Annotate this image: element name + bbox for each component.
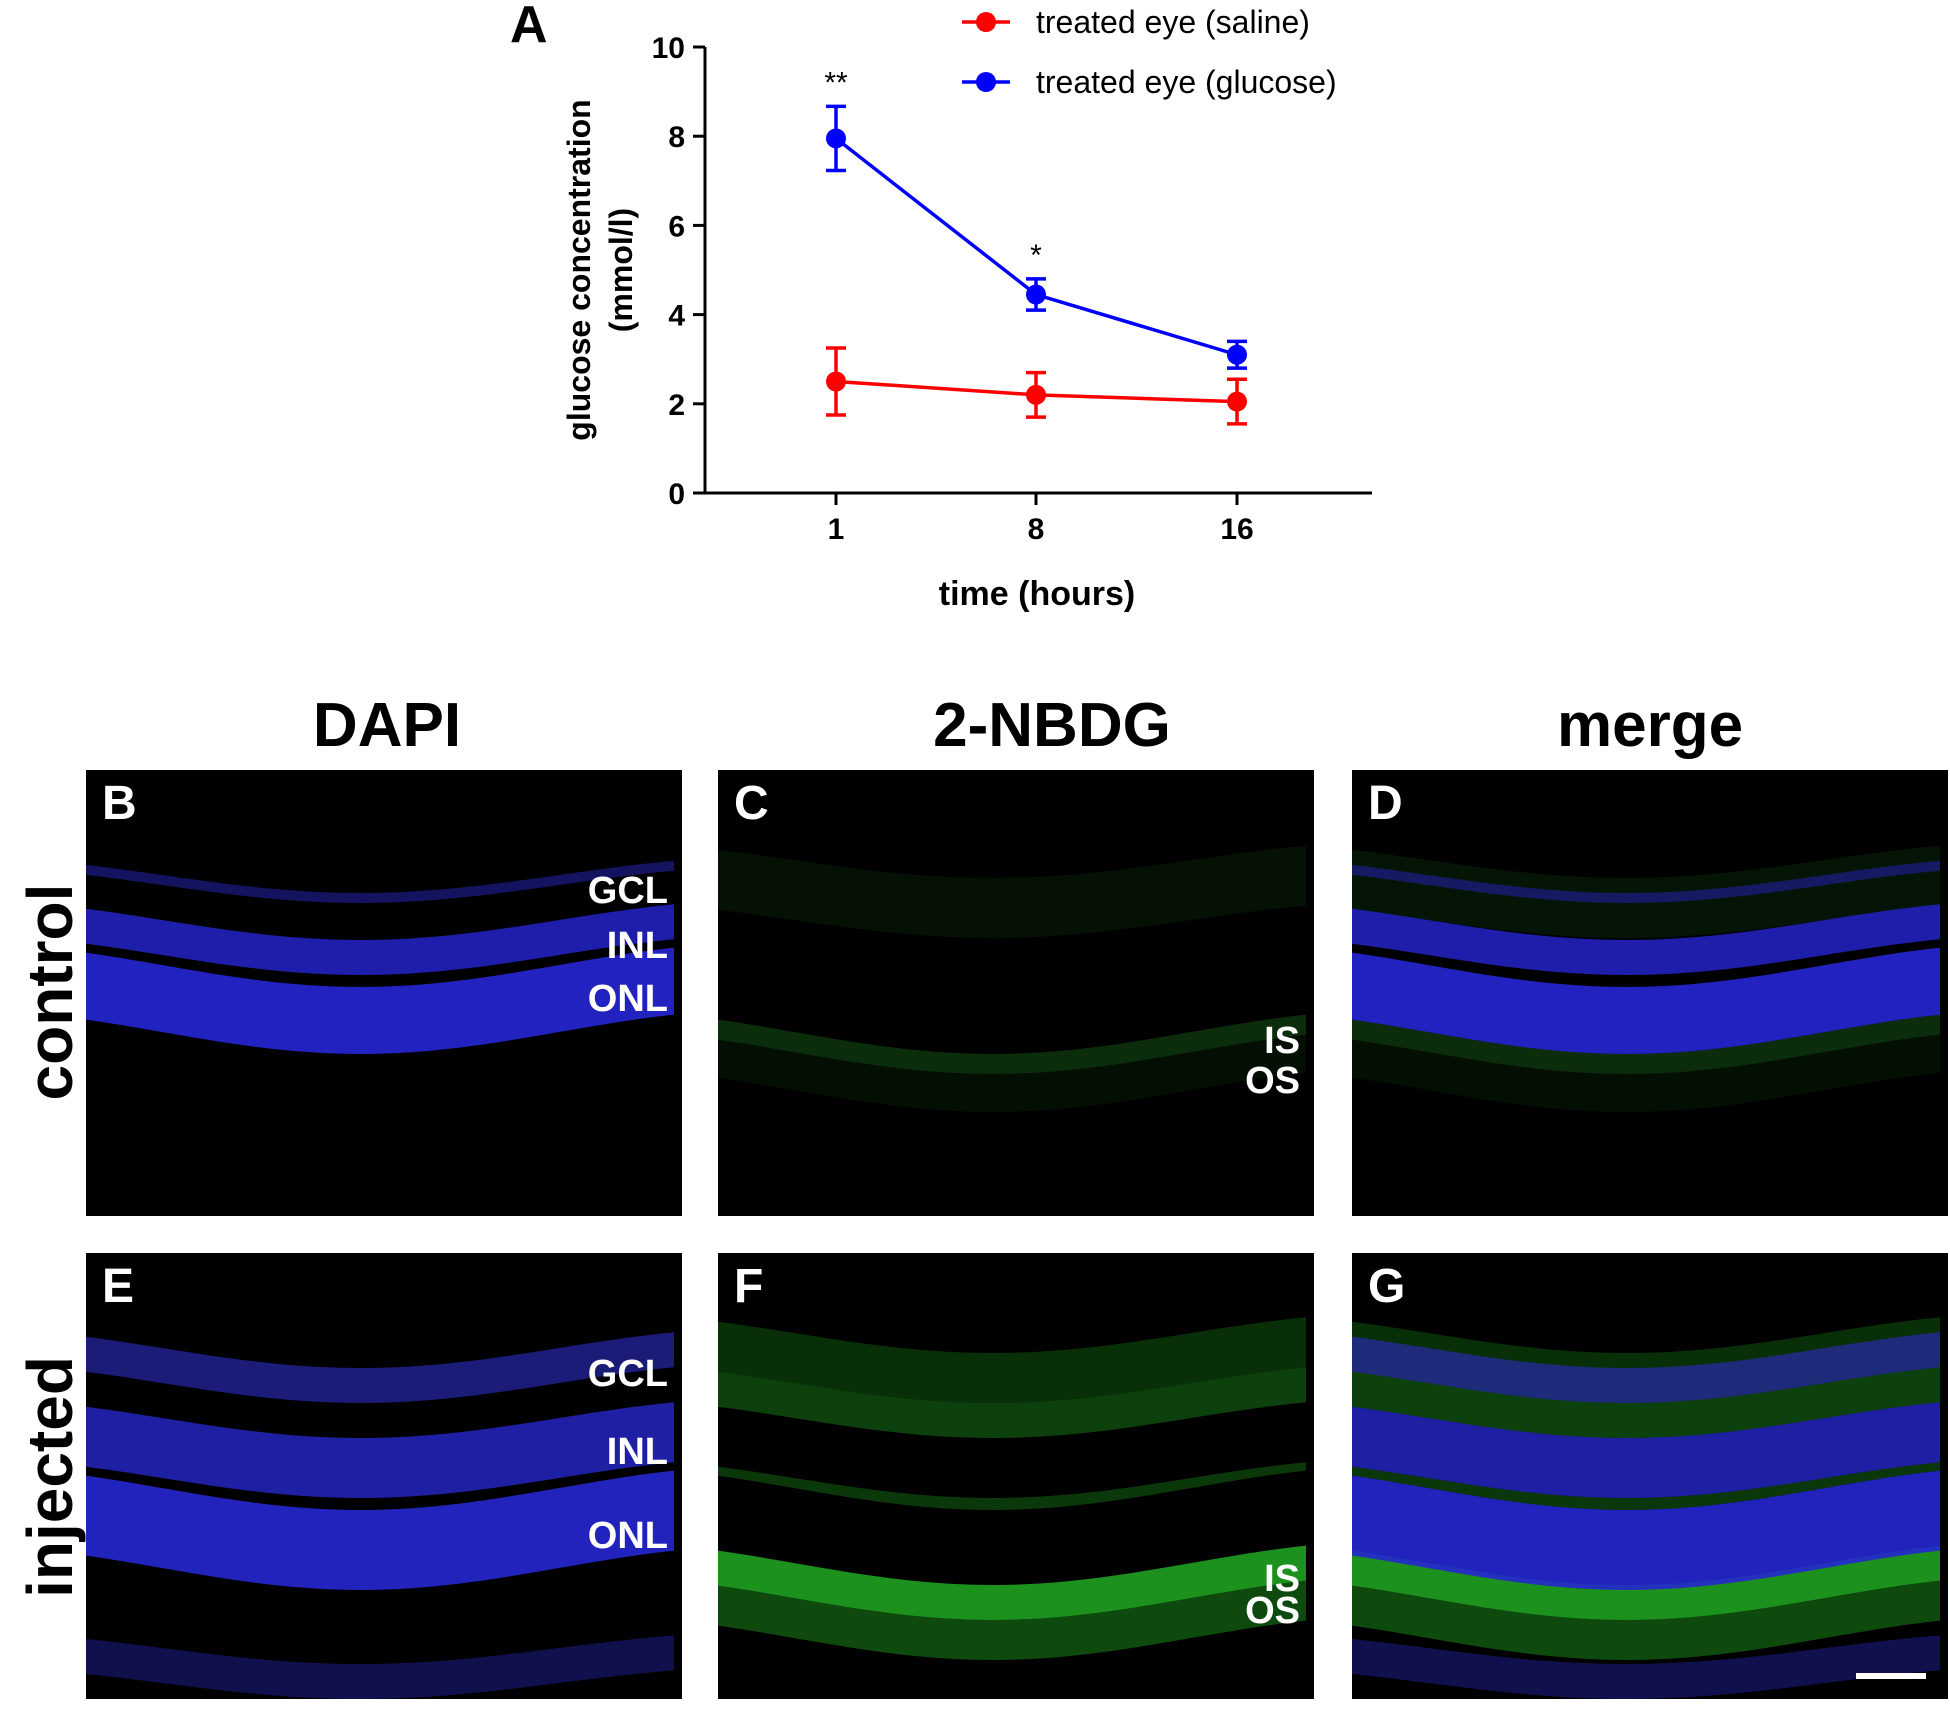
outer-segment-band (1352, 1034, 1940, 1112)
opl-band (718, 1462, 1306, 1510)
layer-label-inl: INL (606, 1431, 668, 1473)
legend-label: treated eye (glucose) (1036, 64, 1337, 100)
choroid-band (86, 1635, 674, 1699)
layer-label-os: OS (1245, 1060, 1300, 1102)
layer-label-is: IS (1264, 1020, 1300, 1062)
row-header-injected: injected (14, 1356, 86, 1598)
column-header-dapi: DAPI (312, 691, 462, 760)
tissue-image (86, 860, 674, 1054)
micrograph-panel-g: G (1352, 1253, 1948, 1699)
layer-label-onl: ONL (587, 978, 668, 1020)
micrograph-panel-f: F IS OS (718, 1253, 1314, 1699)
gcl-band (86, 1332, 674, 1403)
layer-label-onl: ONL (587, 1515, 668, 1557)
chart-ylabel-line2: (mmol/l) (603, 208, 639, 332)
scale-bar (1856, 1673, 1926, 1679)
column-header-merge: merge (1556, 691, 1744, 760)
ipl-band (718, 1367, 1306, 1438)
inner-segment-band (718, 1014, 1306, 1074)
ipl-band (718, 845, 1306, 938)
panel-label: D (1368, 777, 1403, 830)
y-tick-label: 10 (652, 32, 685, 65)
gcl-band (1352, 1332, 1940, 1403)
data-point (1227, 391, 1247, 412)
inner-segment-band (1352, 1014, 1940, 1074)
legend-label: treated eye (saline) (1036, 4, 1310, 40)
micrograph-panel-b: B GCL INL ONL (86, 770, 682, 1216)
panel-label: C (734, 777, 769, 830)
data-point (826, 128, 846, 149)
micrograph-panel-c: C IS OS (718, 770, 1314, 1216)
tissue-image (1352, 845, 1940, 1112)
data-point (1227, 344, 1247, 365)
ipl-band (1352, 1367, 1940, 1438)
outer-segment-band (718, 1034, 1306, 1112)
inl-band (86, 904, 674, 975)
y-tick-label: 2 (668, 389, 685, 422)
y-tick-label: 8 (668, 121, 685, 154)
chart-panel-label: A (510, 0, 548, 54)
layer-label-inl: INL (606, 925, 668, 967)
panel-label: F (734, 1260, 764, 1313)
data-point (1026, 384, 1046, 405)
chart-xlabel: time (hours) (939, 575, 1135, 613)
outer-segment-band (1352, 1580, 1940, 1660)
x-tick-label: 8 (1028, 513, 1045, 546)
y-tick-label: 0 (668, 478, 685, 511)
tissue-image (718, 845, 1306, 1112)
panel-label: G (1368, 1260, 1406, 1313)
onl-band (86, 1470, 674, 1590)
ipl-band (1352, 845, 1940, 938)
tissue-image (1352, 1317, 1940, 1699)
tissue-image (718, 1317, 1306, 1660)
onl-band (1352, 1470, 1940, 1590)
nfl-band (718, 1317, 1306, 1403)
significance-marker: * (1030, 239, 1042, 272)
data-point (826, 371, 846, 392)
inner-segment-band (718, 1545, 1306, 1620)
inl-band (1352, 1402, 1940, 1498)
gcl-band (86, 860, 674, 903)
gcl-band (1352, 860, 1940, 903)
choroid-band (1352, 1635, 1940, 1699)
tissue-image (86, 1332, 674, 1699)
onl-band (86, 947, 674, 1054)
opl-band (1352, 1462, 1940, 1510)
inner-segment-band (1352, 1545, 1940, 1620)
legend-marker (976, 12, 996, 32)
x-tick-label: 16 (1220, 513, 1253, 546)
y-tick-label: 6 (668, 210, 685, 243)
onl-band (1352, 947, 1940, 1054)
micrograph-panel-d: D (1352, 770, 1948, 1216)
layer-label-gcl: GCL (587, 1353, 668, 1395)
outer-segment-band (718, 1580, 1306, 1660)
column-header-2nbdg: 2-NBDG (933, 691, 1171, 760)
legend-marker (976, 72, 996, 92)
significance-marker: ** (824, 66, 848, 99)
x-tick-label: 1 (828, 513, 845, 546)
layer-label-is: IS (1264, 1558, 1300, 1600)
row-header-control: control (14, 883, 86, 1101)
inl-band (1352, 904, 1940, 975)
inl-band (86, 1402, 674, 1498)
panel-label: B (102, 777, 137, 830)
micrograph-panel-e: E GCL INL ONL (86, 1253, 682, 1699)
y-tick-label: 4 (668, 300, 685, 333)
layer-label-os: OS (1245, 1590, 1300, 1632)
panel-label: E (102, 1260, 135, 1313)
layer-label-gcl: GCL (587, 870, 668, 912)
chart-ylabel-line1: glucose concentration (561, 99, 597, 440)
data-point (1026, 284, 1046, 305)
